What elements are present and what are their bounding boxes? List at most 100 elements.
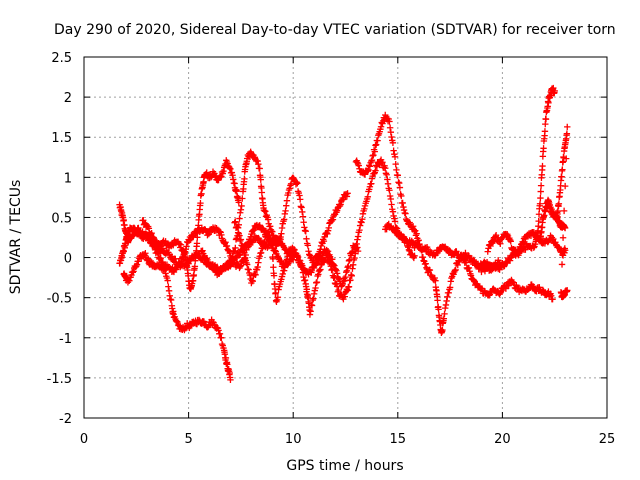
- data-point: [159, 245, 166, 252]
- data-point: [231, 219, 238, 226]
- data-point: [268, 241, 275, 248]
- data-point: [330, 261, 337, 269]
- data-point: [256, 253, 263, 260]
- data-point: [255, 234, 262, 242]
- data-point: [195, 316, 203, 324]
- data-point: [248, 277, 256, 284]
- data-point: [348, 249, 355, 256]
- data-point: [384, 176, 391, 183]
- y-tick-label: 1: [64, 171, 72, 186]
- data-point: [220, 167, 227, 175]
- data-point: [563, 155, 570, 162]
- data-point: [400, 206, 408, 214]
- data-point: [445, 289, 452, 297]
- data-point: [254, 263, 261, 271]
- data-point: [452, 266, 459, 274]
- data-point: [435, 306, 442, 313]
- data-point: [152, 238, 160, 245]
- data-point: [292, 250, 300, 257]
- data-point: [182, 246, 190, 253]
- data-point: [297, 203, 305, 210]
- data-point: [333, 270, 341, 277]
- data-point: [432, 277, 439, 284]
- data-point: [243, 261, 251, 268]
- data-point: [217, 173, 224, 181]
- data-point: [284, 253, 291, 260]
- data-point: [496, 266, 503, 273]
- data-point: [386, 118, 393, 125]
- data-point: [327, 263, 335, 270]
- data-point: [333, 283, 341, 290]
- data-point: [539, 162, 546, 170]
- data-point: [245, 266, 252, 273]
- data-point: [465, 264, 473, 272]
- data-point: [474, 280, 481, 288]
- data-point: [443, 297, 450, 305]
- data-point: [369, 152, 376, 160]
- data-point: [278, 276, 285, 283]
- data-point: [507, 238, 514, 245]
- data-point: [345, 262, 352, 270]
- data-point: [364, 193, 372, 201]
- data-point: [394, 172, 401, 179]
- data-point: [305, 248, 312, 255]
- data-point: [304, 242, 312, 249]
- data-point: [293, 179, 300, 186]
- data-point: [143, 256, 150, 263]
- data-point: [218, 173, 225, 180]
- data-point: [361, 171, 369, 178]
- data-point: [274, 294, 282, 301]
- y-tick-label: 0.5: [51, 211, 72, 226]
- data-point: [164, 277, 171, 284]
- data-point: [382, 165, 389, 172]
- data-point: [328, 266, 335, 274]
- data-point: [345, 257, 353, 264]
- data-point: [260, 206, 268, 214]
- data-point: [261, 238, 268, 245]
- data-point: [234, 229, 242, 236]
- data-point: [237, 251, 244, 258]
- data-point: [559, 234, 567, 241]
- data-point: [286, 185, 293, 192]
- data-point: [306, 311, 314, 318]
- series-sat-g: [352, 111, 506, 336]
- data-point: [389, 139, 397, 147]
- data-point: [133, 261, 141, 268]
- data-point: [323, 252, 330, 259]
- data-point: [560, 207, 568, 215]
- data-point: [366, 163, 374, 170]
- data-point: [252, 271, 259, 278]
- data-point: [129, 269, 137, 276]
- data-point: [500, 263, 507, 270]
- data-point: [222, 239, 229, 246]
- data-point: [283, 197, 291, 204]
- data-point: [395, 179, 403, 187]
- data-point: [555, 244, 563, 251]
- data-point: [392, 160, 399, 168]
- data-point: [246, 271, 254, 279]
- data-point: [537, 188, 544, 195]
- series-sat-b: [116, 224, 234, 384]
- data-point: [324, 248, 332, 255]
- data-point: [400, 203, 407, 211]
- data-point: [354, 236, 361, 243]
- data-point: [290, 256, 297, 263]
- data-point: [324, 227, 332, 234]
- data-point: [237, 262, 245, 269]
- data-point: [176, 240, 183, 248]
- data-point: [361, 205, 368, 213]
- data-point: [223, 242, 231, 250]
- data-point: [269, 244, 276, 252]
- data-point: [539, 286, 547, 294]
- data-point: [344, 190, 351, 197]
- data-point: [359, 216, 366, 223]
- data-point: [230, 176, 237, 183]
- data-point: [408, 237, 415, 245]
- x-tick-label: 5: [184, 432, 192, 447]
- x-tick-label: 0: [80, 432, 88, 447]
- data-point: [536, 200, 544, 207]
- data-point: [405, 246, 413, 253]
- data-point: [181, 249, 188, 256]
- data-point: [331, 273, 338, 281]
- data-point: [337, 201, 344, 208]
